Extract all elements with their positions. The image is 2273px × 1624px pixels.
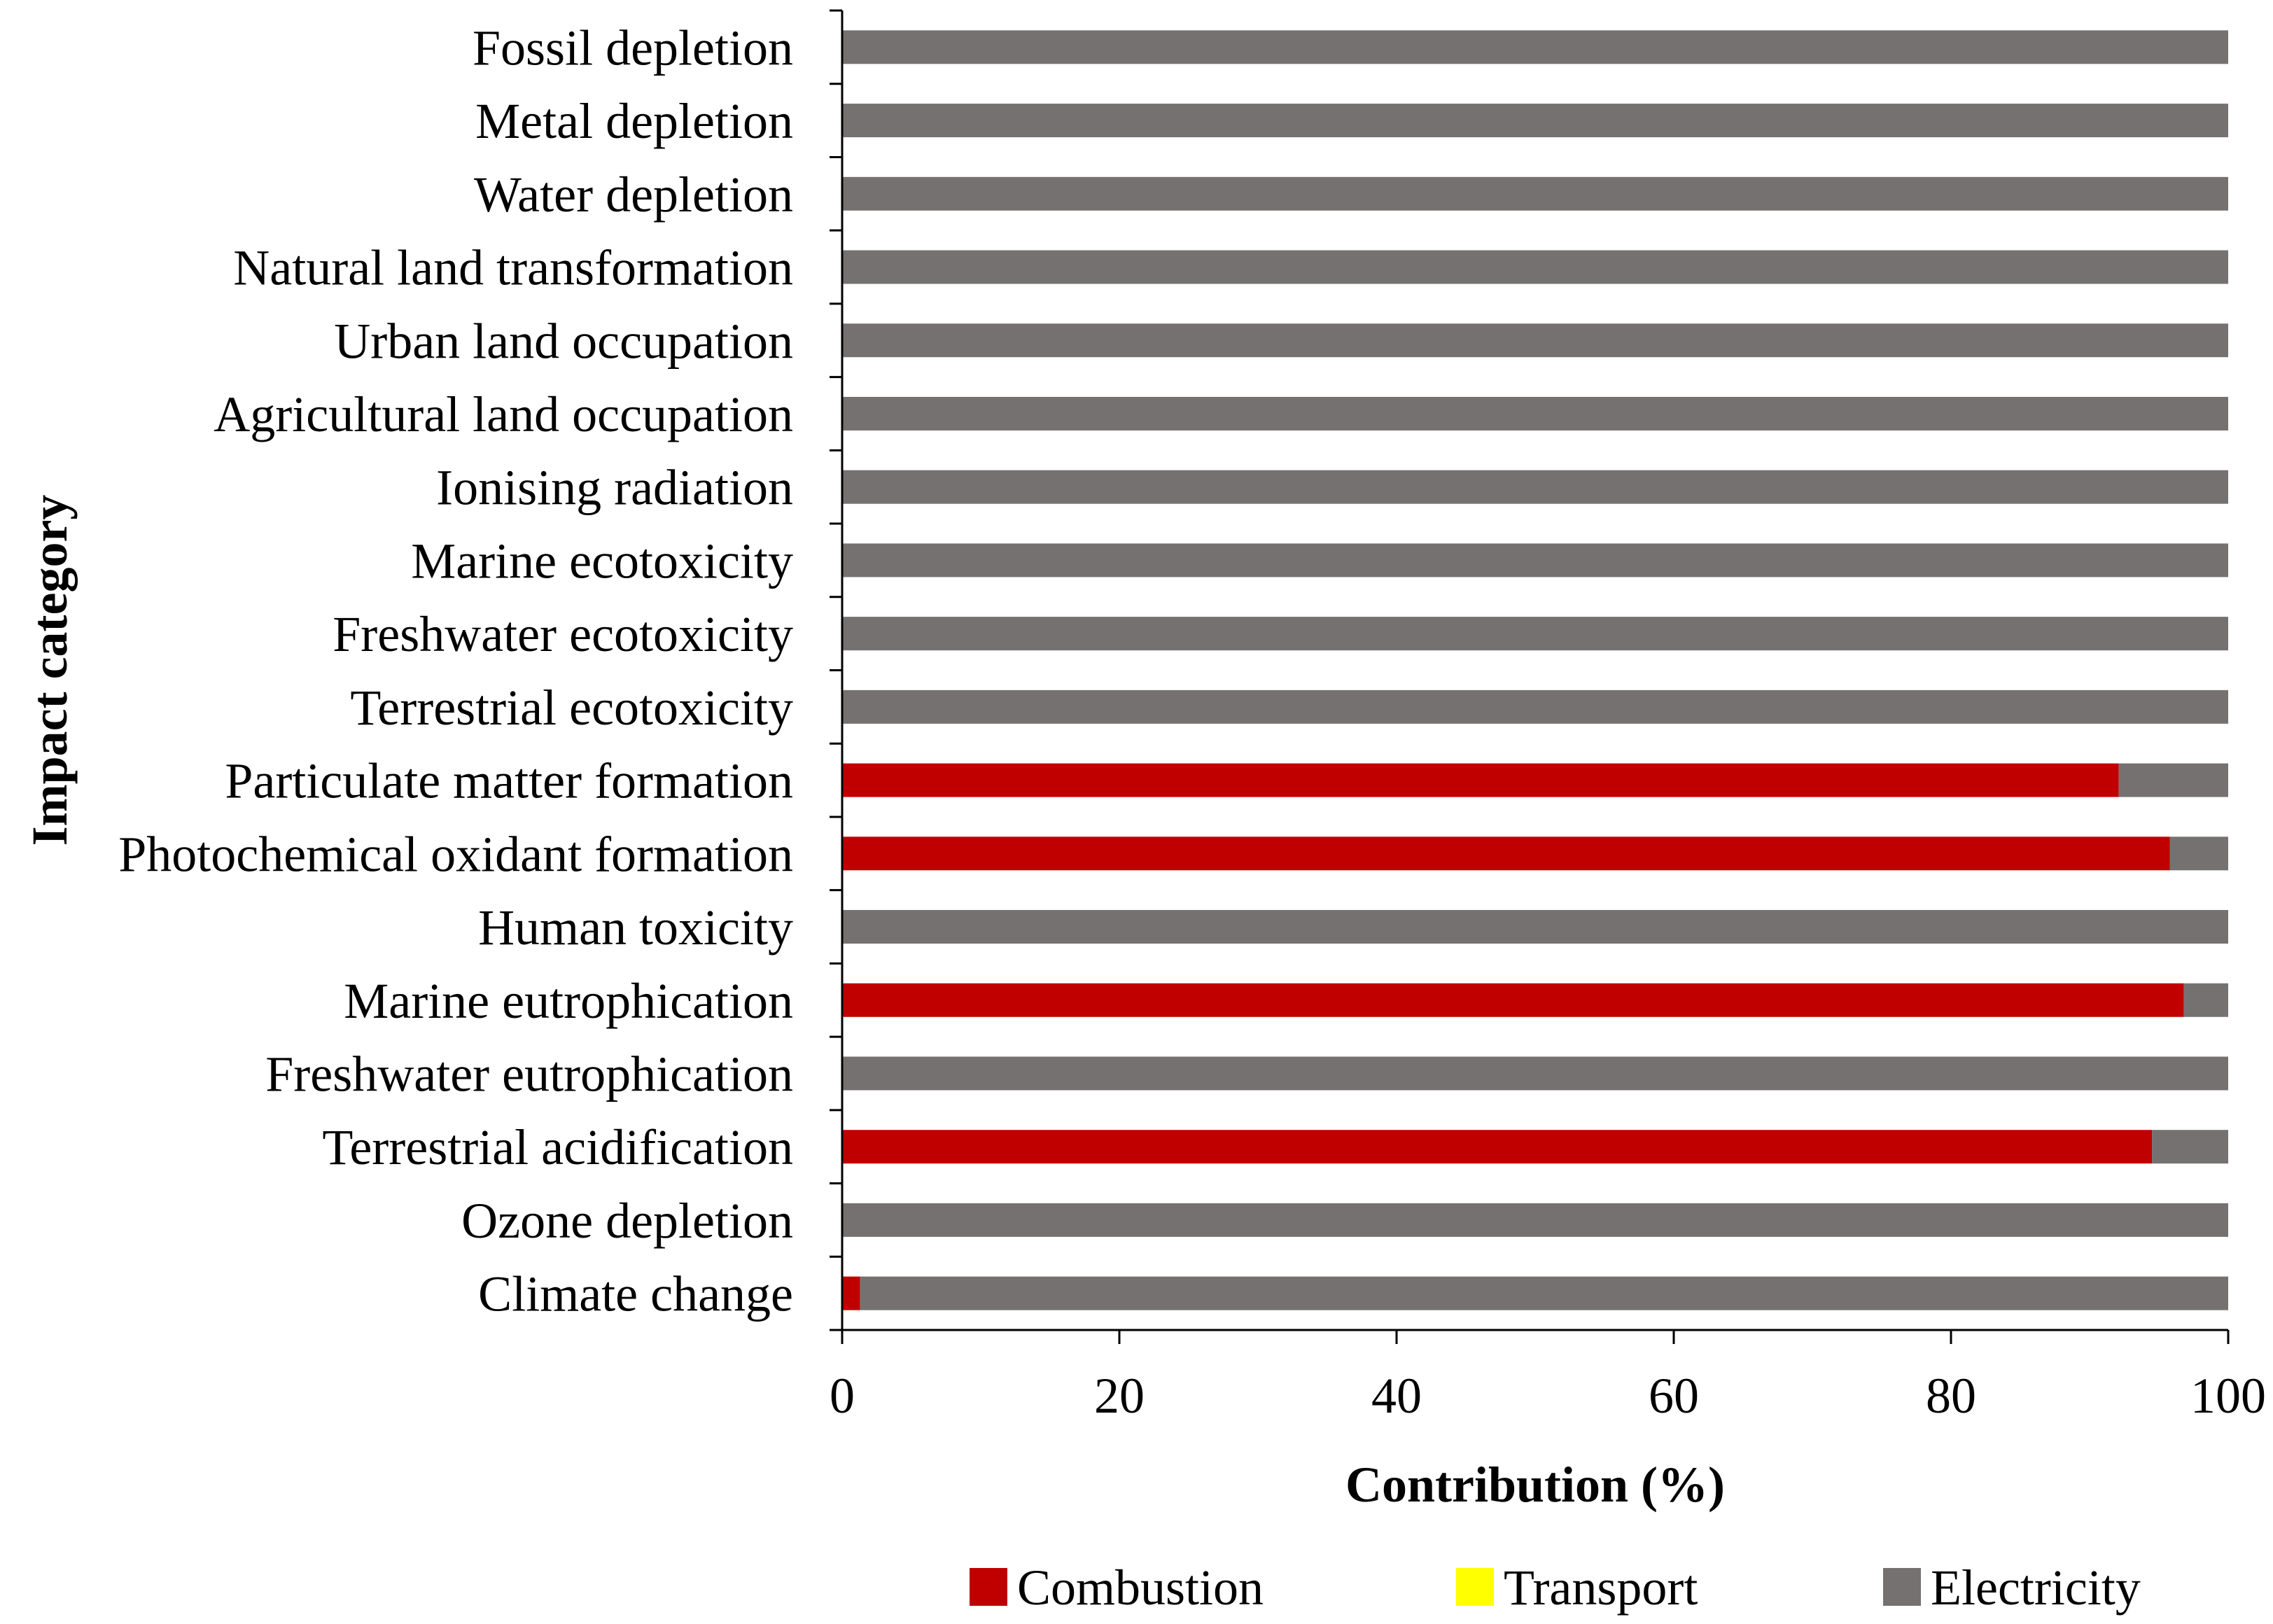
bar-combustion-11: [842, 836, 2170, 871]
bar-electricity-0: [842, 30, 2228, 64]
legend-label-combustion: Combustion: [1017, 1560, 1264, 1616]
bar-combustion-13: [842, 983, 2184, 1017]
bar-electricity-9: [842, 690, 2228, 724]
category-label: Marine eutrophication: [344, 973, 793, 1029]
category-label: Natural land transformation: [233, 240, 793, 296]
legend-swatch-electricity: [1883, 1568, 1921, 1606]
bar-electricity-14: [842, 1056, 2228, 1091]
legend-swatch-combustion: [970, 1568, 1007, 1606]
category-label: Climate change: [478, 1266, 793, 1322]
x-tick-label: 20: [1094, 1368, 1145, 1424]
bar-combustion-10: [842, 763, 2119, 797]
bar-electricity-17: [860, 1276, 2228, 1310]
bar-electricity-15: [2152, 1130, 2228, 1164]
bar-electricity-1: [842, 104, 2228, 138]
bars-layer: [842, 30, 2228, 1310]
category-label: Terrestrial ecotoxicity: [350, 680, 793, 736]
bar-electricity-7: [842, 543, 2228, 578]
category-label: Fossil depletion: [473, 20, 793, 76]
category-label: Human toxicity: [478, 899, 793, 955]
category-label: Freshwater ecotoxicity: [333, 606, 793, 662]
category-label: Particulate matter formation: [225, 753, 793, 809]
bar-electricity-11: [2169, 836, 2228, 871]
x-tick-label: 0: [830, 1368, 855, 1424]
category-labels: Fossil depletion Metal depletion Water dep…: [118, 20, 793, 1322]
bar-combustion-15: [842, 1130, 2153, 1164]
x-axis-title: Contribution (%): [1345, 1457, 1725, 1513]
category-label: Terrestrial acidification: [322, 1119, 793, 1175]
bar-electricity-5: [842, 396, 2228, 430]
axes-layer: [830, 9, 2230, 1344]
category-label: Ozone depletion: [461, 1193, 793, 1249]
bar-electricity-10: [2118, 763, 2228, 797]
bar-electricity-13: [2183, 983, 2228, 1017]
legend-swatch-transport: [1456, 1568, 1494, 1606]
x-tick-label: 100: [2190, 1368, 2266, 1424]
bar-electricity-12: [842, 910, 2228, 944]
x-tick-label: 40: [1371, 1368, 1422, 1424]
bar-combustion-17: [842, 1276, 860, 1310]
x-tick-label: 80: [1926, 1368, 1976, 1424]
x-tick-label: 60: [1649, 1368, 1699, 1424]
category-label: Marine ecotoxicity: [411, 533, 793, 589]
legend-label-transport: Transport: [1504, 1560, 1698, 1616]
bar-electricity-8: [842, 617, 2228, 651]
bar-electricity-16: [842, 1203, 2228, 1237]
category-label: Freshwater eutrophication: [265, 1046, 793, 1102]
legend-label-electricity: Electricity: [1931, 1560, 2141, 1616]
category-label: Photochemical oxidant formation: [118, 826, 793, 882]
x-tick-labels: 0 20 40 60 80 100: [830, 1368, 2266, 1424]
bar-electricity-4: [842, 323, 2228, 358]
category-label: Metal depletion: [475, 93, 793, 149]
category-label: Urban land occupation: [334, 313, 793, 369]
category-label: Agricultural land occupation: [214, 386, 793, 442]
y-axis-title: Impact category: [22, 495, 78, 846]
category-label: Ionising radiation: [436, 460, 793, 516]
bar-electricity-3: [842, 250, 2228, 284]
bar-electricity-6: [842, 470, 2228, 504]
legend: Combustion Transport Electricity: [970, 1560, 2141, 1616]
category-label: Water depletion: [474, 167, 793, 223]
bar-electricity-2: [842, 176, 2228, 211]
